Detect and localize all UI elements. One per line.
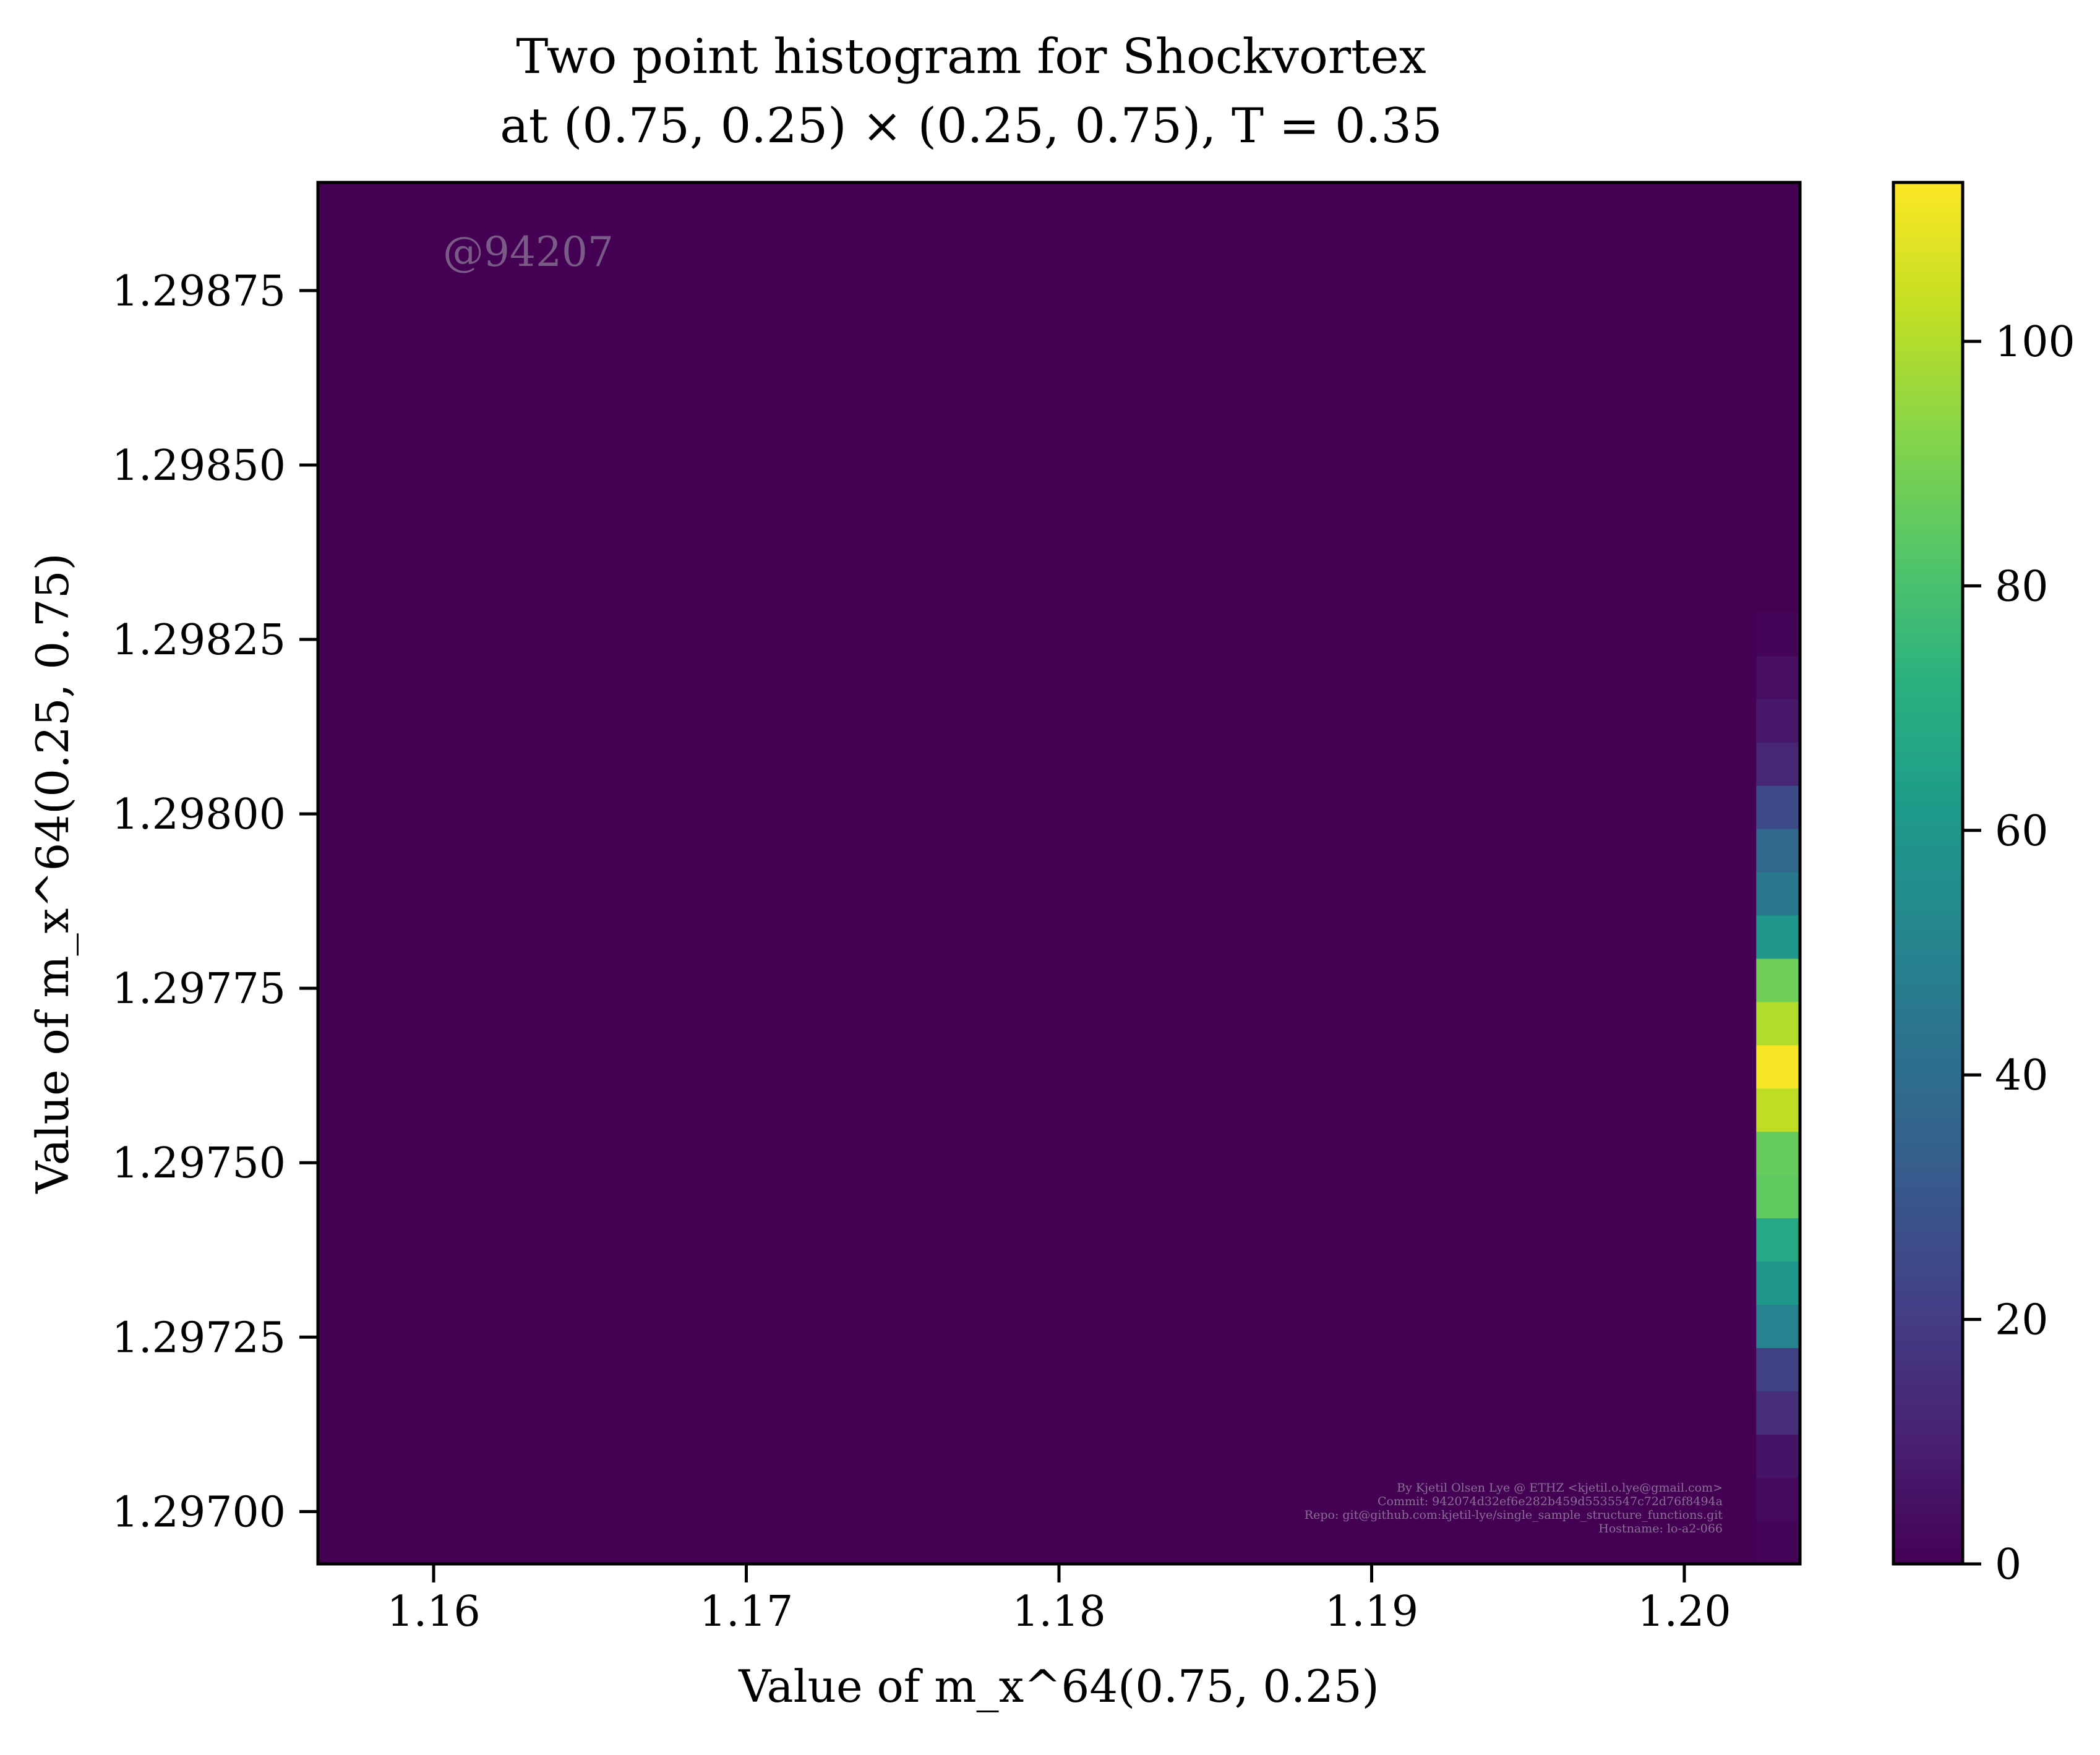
histogram-bin [1756, 1521, 1800, 1565]
histogram-bin [1756, 1434, 1800, 1478]
y-tick-label: 1.29850 [112, 442, 286, 490]
colorbar-tick-label: 0 [1995, 1540, 2021, 1589]
y-tick-label: 1.29750 [112, 1139, 286, 1188]
histogram-bin [1756, 1477, 1800, 1521]
histogram-bin [1756, 828, 1800, 873]
histogram-bin [1756, 1391, 1800, 1435]
x-tick-label: 1.20 [1637, 1587, 1731, 1636]
x-tick-label: 1.17 [700, 1587, 793, 1636]
x-axis-label: Value of m_x^64(0.75, 0.25) [738, 1660, 1379, 1712]
histogram-bin [1756, 699, 1800, 743]
histogram-bin [1756, 1261, 1800, 1305]
y-axis-ticks: 1.29700 1.29725 1.29750 1.29775 1.29800 1.298… [112, 267, 318, 1537]
histogram-bin [1756, 1088, 1800, 1132]
histogram-bin [1756, 785, 1800, 829]
colorbar-ticks: 0 20 40 60 80 100 [1963, 318, 2075, 1589]
histogram-bin [1756, 612, 1800, 656]
credit-line: By Kjetil Olsen Lye @ ETHZ <kjetil.o.lye… [1397, 1481, 1723, 1495]
x-tick-label: 1.18 [1012, 1587, 1105, 1636]
histogram-bin [1756, 1131, 1800, 1176]
y-tick-label: 1.29800 [112, 790, 286, 839]
histogram-bin [1756, 1304, 1800, 1349]
credit-line: Repo: git@github.com:kjetil-lye/single_s… [1305, 1508, 1723, 1522]
colorbar-tick-label: 40 [1995, 1051, 2049, 1100]
watermark: @94207 [443, 228, 614, 276]
x-tick-label: 1.16 [387, 1587, 480, 1636]
x-tick-label: 1.19 [1325, 1587, 1418, 1636]
histogram-bin [1756, 1218, 1800, 1262]
histogram-bin [1756, 1347, 1800, 1391]
y-tick-label: 1.29775 [112, 965, 286, 1014]
chart-title-line-1: Two point histogram for Shockvortex [516, 29, 1426, 85]
y-tick-label: 1.29725 [112, 1313, 286, 1362]
y-axis-label: Value of m_x^64(0.25, 0.75) [27, 553, 79, 1194]
colorbar-tick-label: 60 [1995, 807, 2049, 856]
histogram-bin [1756, 871, 1800, 916]
chart-title-line-2: at (0.75, 0.25) × (0.25, 0.75), T = 0.35 [500, 98, 1442, 154]
credit-line: Hostname: lo-a2-066 [1598, 1522, 1723, 1535]
colorbar-tick-label: 20 [1995, 1296, 2049, 1345]
credits: By Kjetil Olsen Lye @ ETHZ <kjetil.o.lye… [1305, 1481, 1723, 1535]
histogram-bin [1756, 958, 1800, 1002]
histogram-bin [1756, 655, 1800, 699]
histogram-cells [1756, 612, 1800, 1565]
colorbar-tick-label: 80 [1995, 562, 2049, 611]
histogram-bin [1756, 1044, 1800, 1089]
plot-background [318, 182, 1800, 1564]
y-tick-label: 1.29700 [112, 1488, 286, 1537]
histogram-bin [1756, 741, 1800, 786]
colorbar-frame [1892, 181, 1965, 1566]
y-tick-label: 1.29875 [112, 267, 286, 316]
colorbar-tick-label: 100 [1995, 318, 2075, 367]
histogram-bin [1756, 915, 1800, 959]
colorbar [1893, 182, 1963, 1564]
credit-line: Commit: 942074d32ef6e282b459d5535547c72d… [1378, 1495, 1723, 1508]
y-tick-label: 1.29825 [112, 616, 286, 665]
x-axis-ticks: 1.16 1.17 1.18 1.19 1.20 [387, 1564, 1731, 1636]
histogram-bin [1756, 1001, 1800, 1046]
histogram-bin [1756, 1174, 1800, 1219]
